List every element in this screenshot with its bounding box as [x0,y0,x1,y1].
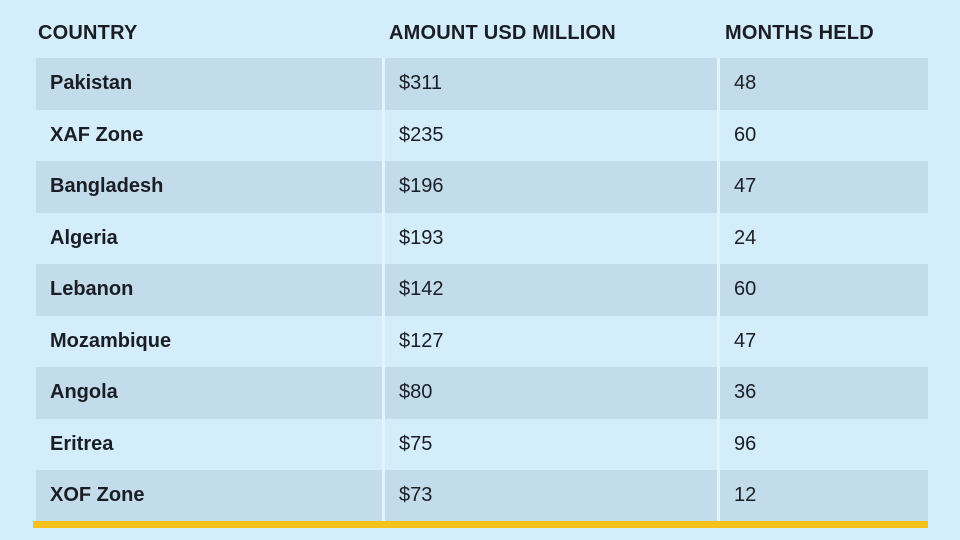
header-cell: MONTHS HELD [725,22,874,44]
table-cell: 47 [734,175,757,198]
table-cell: XOF Zone [36,470,385,522]
table-cell: $73 [385,470,720,522]
table-row: Pakistan $311 48 [36,58,928,110]
table-cell: 48 [734,72,757,95]
table-cell: 36 [734,381,757,404]
table-cell: $127 [385,315,720,367]
table-cell: Mozambique [36,315,385,367]
table-row: Angola $80 36 [36,367,928,419]
table-cell: $235 [385,109,720,161]
table-body: Pakistan $311 48 XAF Zone $235 60 Bangladesh $1… [36,58,928,522]
table-cell: Pakistan [36,58,385,110]
table-row: Mozambique $127 47 [36,315,928,367]
table-row: Bangladesh $196 47 [36,161,928,213]
table-row: Algeria $193 24 [36,212,928,264]
table-cell: Angola [36,367,385,419]
table-cell: $193 [385,212,720,264]
table-row: Eritrea $75 96 [36,418,928,470]
table-cell: 12 [734,484,757,507]
accent-bar [33,521,928,528]
table-cell: 96 [734,432,757,455]
table-cell: $75 [385,418,720,470]
table-cell: $142 [385,264,720,316]
table-cell: 24 [734,226,757,249]
table-cell: 60 [734,123,757,146]
header-cell: AMOUNT USD MILLION [389,22,616,44]
table-cell: Bangladesh [36,161,385,213]
table-cell: Eritrea [36,418,385,470]
table-cell: $80 [385,367,720,419]
table-cell: Algeria [36,212,385,264]
header-cell: COUNTRY [38,22,138,44]
table-row: XAF Zone $235 60 [36,109,928,161]
table-cell: 60 [734,278,757,301]
table-cell: $311 [385,58,720,110]
table-row: Lebanon $142 60 [36,264,928,316]
table-cell: $196 [385,161,720,213]
table-cell: Lebanon [36,264,385,316]
table-cell: XAF Zone [36,109,385,161]
table-row: XOF Zone $73 12 [36,470,928,522]
table-cell: 47 [734,329,757,352]
